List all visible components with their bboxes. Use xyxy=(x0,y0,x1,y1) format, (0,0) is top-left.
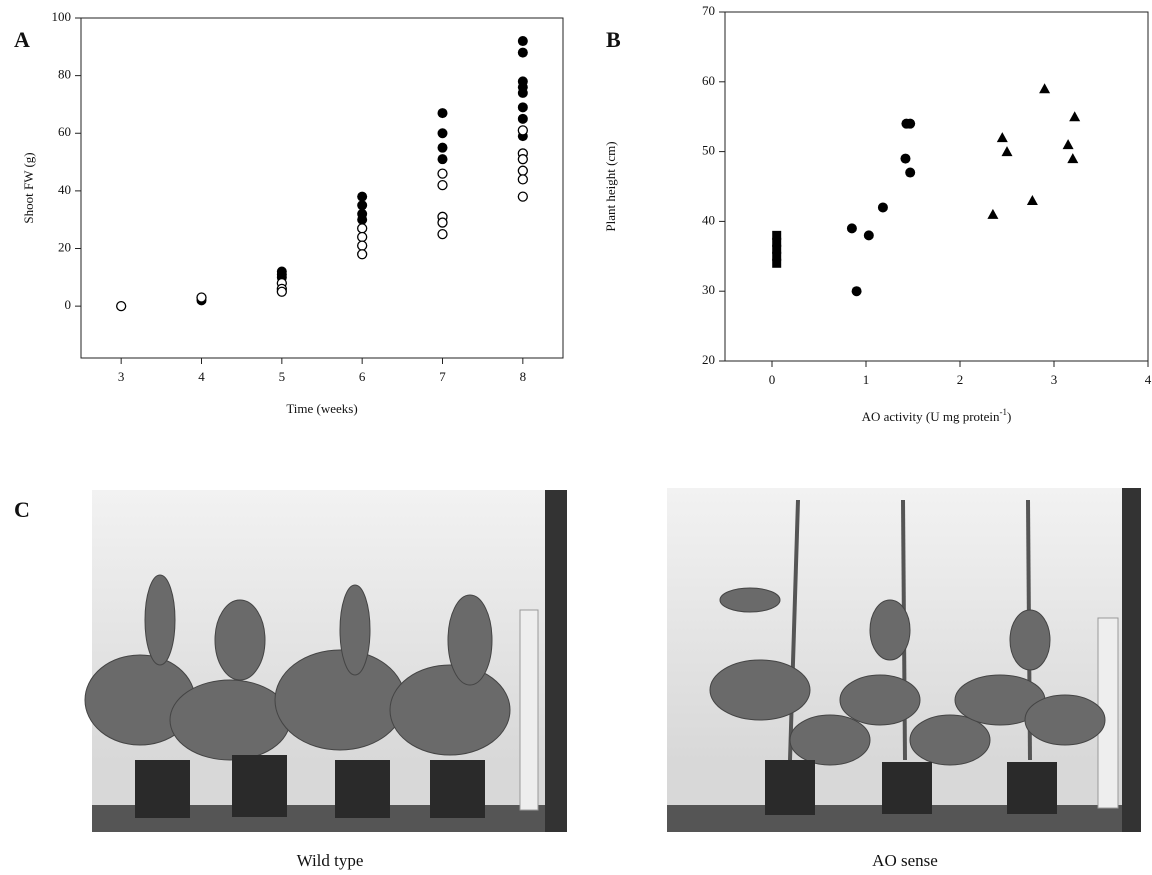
point xyxy=(517,165,528,176)
point xyxy=(1026,194,1038,205)
panel-label: A xyxy=(14,27,30,52)
point xyxy=(996,132,1008,143)
panel-label: B xyxy=(606,27,621,52)
point xyxy=(357,214,368,225)
y-axis-label: Plant height (cm) xyxy=(603,141,618,231)
point xyxy=(357,240,368,251)
point xyxy=(437,217,448,228)
y-tick-label: 40 xyxy=(58,182,71,197)
point xyxy=(987,208,999,219)
point xyxy=(1001,146,1013,157)
point xyxy=(517,102,528,113)
point xyxy=(851,286,862,297)
plot-frame xyxy=(80,17,564,359)
point xyxy=(772,237,782,247)
x-tick-label: 7 xyxy=(439,369,446,384)
point xyxy=(517,174,528,185)
x-tick-label: 5 xyxy=(279,369,286,384)
photo-caption: Wild type xyxy=(297,851,364,870)
point xyxy=(437,168,448,179)
point xyxy=(196,292,207,303)
plot-frame xyxy=(724,11,1149,362)
y-tick-label: 50 xyxy=(702,143,715,158)
point xyxy=(877,202,888,213)
point xyxy=(437,108,448,119)
point xyxy=(437,128,448,139)
y-tick-label: 30 xyxy=(702,282,715,297)
point xyxy=(846,223,857,234)
x-tick-label: 8 xyxy=(520,369,527,384)
point xyxy=(517,125,528,136)
point xyxy=(437,228,448,240)
y-tick-label: 0 xyxy=(65,297,72,312)
point xyxy=(772,244,782,254)
x-tick-label: 6 xyxy=(359,369,366,384)
point xyxy=(900,153,911,164)
x-axis-label-part: AO activity (U mg protein xyxy=(862,409,1000,424)
x-axis-label-part: Time (weeks) xyxy=(286,401,357,416)
point xyxy=(772,251,782,261)
x-tick-label: 1 xyxy=(863,372,870,387)
y-tick-label: 20 xyxy=(58,239,71,254)
point xyxy=(517,47,528,58)
x-tick-label: 2 xyxy=(957,372,964,387)
x-axis-label: AO activity (U mg protein-1) xyxy=(862,407,1012,424)
y-tick-label: 80 xyxy=(58,67,71,82)
photo xyxy=(667,488,1141,832)
point xyxy=(517,87,528,98)
point xyxy=(517,36,528,47)
y-tick-label: 100 xyxy=(52,9,72,24)
y-tick-label: 20 xyxy=(702,352,715,367)
point xyxy=(357,231,368,243)
y-tick-label: 60 xyxy=(58,124,71,139)
x-tick-label: 0 xyxy=(769,372,776,387)
point xyxy=(437,142,448,153)
point xyxy=(1039,83,1051,94)
y-tick-label: 40 xyxy=(702,212,715,227)
photo xyxy=(84,490,567,832)
photo-caption: AO sense xyxy=(872,851,938,870)
point xyxy=(517,191,528,202)
point xyxy=(772,230,782,240)
x-tick-label: 4 xyxy=(198,369,205,384)
x-axis-label: Time (weeks) xyxy=(286,401,357,416)
y-axis-label: Shoot FW (g) xyxy=(21,152,36,223)
point xyxy=(357,249,368,260)
y-tick-label: 60 xyxy=(702,73,715,88)
x-axis-label-part: -1 xyxy=(1000,407,1008,417)
point xyxy=(276,286,287,297)
point xyxy=(1069,111,1081,122)
point xyxy=(905,167,916,178)
point xyxy=(517,113,528,124)
y-tick-label: 70 xyxy=(702,3,715,18)
point xyxy=(357,191,368,202)
point xyxy=(863,230,874,241)
x-axis-label-part: ) xyxy=(1007,409,1011,424)
point xyxy=(116,300,127,312)
point xyxy=(1062,139,1074,150)
point xyxy=(357,223,368,234)
point xyxy=(517,154,528,165)
panel-label: C xyxy=(14,497,30,522)
point xyxy=(1067,153,1079,164)
x-tick-label: 3 xyxy=(1051,372,1058,387)
point xyxy=(357,200,368,211)
point xyxy=(772,258,782,268)
point xyxy=(437,154,448,165)
point xyxy=(905,118,916,129)
x-tick-label: 4 xyxy=(1145,372,1152,387)
point xyxy=(437,179,448,191)
x-tick-label: 3 xyxy=(118,369,125,384)
